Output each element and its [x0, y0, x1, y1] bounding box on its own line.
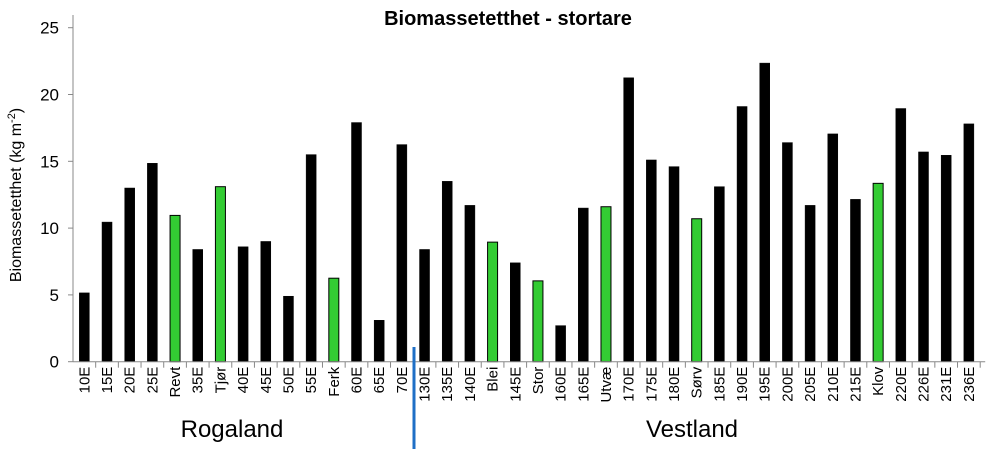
y-axis: 0 5 10 15 20 25: [40, 15, 74, 372]
bar-Ferk: [328, 277, 340, 363]
bar-185E: [714, 186, 725, 362]
bar-170E: [623, 77, 634, 362]
bar-Stor: [532, 280, 544, 363]
bar-180E: [668, 166, 680, 362]
bar-40E: [237, 246, 249, 362]
bar-195E: [759, 62, 770, 362]
x-tick-label: 195E: [757, 367, 774, 402]
y-tick-label: 25: [40, 19, 59, 38]
x-tick-label: 190E: [734, 367, 751, 402]
y-tick-label: 15: [40, 152, 59, 171]
bar-Revt: [169, 214, 181, 363]
x-tick-label: 40E: [235, 367, 252, 394]
bar-50E: [283, 295, 294, 362]
region-label-rogaland: Rogaland: [181, 416, 284, 443]
x-tick-label: 205E: [802, 367, 819, 402]
region-label-vestland: Vestland: [646, 416, 738, 443]
x-tick-label: 130E: [417, 367, 434, 402]
x-tick-label: 15E: [99, 367, 116, 394]
bar-165E: [578, 207, 589, 362]
x-tick-label: 175E: [643, 367, 660, 402]
bar-135E: [441, 181, 453, 362]
x-tick-label: 135E: [439, 367, 456, 402]
bar-220E: [895, 108, 907, 362]
bar-210E: [827, 133, 839, 362]
x-tick-label: 25E: [144, 367, 161, 394]
x-tick-label: 60E: [349, 367, 366, 394]
bar-60E: [351, 122, 362, 362]
y-axis-label-sup: -2: [6, 113, 18, 123]
x-tick-label: 180E: [666, 367, 683, 402]
x-tick-label: 185E: [711, 367, 728, 402]
x-tick-label: 20E: [122, 367, 139, 394]
x-tick-label: Tjør: [212, 367, 229, 394]
y-axis-label: Biomassetetthet (kg m-2): [6, 108, 25, 282]
x-tick-label: 10E: [76, 367, 93, 394]
bar-236E: [963, 123, 975, 362]
x-tick-label: 70E: [394, 367, 411, 394]
x-tick-label: 165E: [575, 367, 592, 402]
x-tick-label: 50E: [280, 367, 297, 394]
bar-231E: [940, 155, 952, 362]
bar-20E: [124, 187, 135, 362]
chart-title: Biomassetetthet - stortare: [384, 8, 632, 30]
bar-Blei: [487, 241, 499, 363]
bar-130E: [419, 249, 430, 362]
x-tick-label: Revt: [167, 366, 184, 398]
x-tick-label: 65E: [371, 367, 388, 394]
bar-10E: [79, 292, 90, 362]
bar-Tjør: [214, 186, 226, 363]
bar-145E: [510, 262, 521, 362]
x-tick-label: 55E: [303, 367, 320, 394]
bars: [79, 62, 975, 363]
x-tick-label: 200E: [779, 367, 796, 402]
bar-70E: [396, 144, 408, 362]
y-tick-label: 0: [50, 353, 59, 372]
x-tick-label: 160E: [553, 367, 570, 402]
x-tick-label: Klov: [870, 366, 887, 396]
x-axis: 10E 15E 20E 25E Revt 35E Tjør 40E 45E 50E 55E Ferk 6…: [73, 361, 986, 403]
x-tick-label: 210E: [825, 367, 842, 402]
bar-200E: [782, 142, 793, 362]
bar-190E: [736, 106, 748, 362]
bar-15E: [101, 221, 113, 362]
bar-160E: [555, 325, 566, 362]
x-tick-label: Sørv: [689, 366, 706, 398]
bar-205E: [804, 205, 816, 362]
bar-175E: [646, 159, 657, 362]
y-axis-label-close: ): [8, 108, 25, 113]
bar-140E: [464, 205, 476, 362]
bar-25E: [147, 163, 158, 362]
y-tick-label: 5: [50, 286, 59, 305]
bar-35E: [192, 249, 203, 362]
x-tick-label: 231E: [938, 367, 955, 402]
x-tick-label: 220E: [893, 367, 910, 402]
x-tick-label: 236E: [961, 367, 978, 402]
x-tick-label: 226E: [916, 367, 933, 402]
bar-Utvæ: [600, 206, 612, 363]
x-tick-label: 35E: [190, 367, 207, 394]
x-tick-label: Ferk: [326, 366, 343, 397]
bar-45E: [260, 241, 272, 362]
bar-Sørv: [691, 218, 703, 363]
x-tick-label: 45E: [258, 367, 275, 394]
x-tick-label: Blei: [485, 367, 502, 392]
x-tick-label: Utvæ: [598, 367, 615, 403]
bar-65E: [373, 320, 385, 362]
bar-226E: [918, 151, 929, 362]
bar-Klov: [872, 182, 884, 363]
y-axis-label-main: Biomassetetthet (kg m: [8, 123, 25, 282]
x-tick-label: 145E: [507, 367, 524, 402]
x-tick-label: 215E: [847, 367, 864, 402]
x-tick-label: Stor: [530, 367, 547, 395]
x-tick-label: 140E: [462, 367, 479, 402]
y-tick-label: 20: [40, 86, 59, 105]
bar-55E: [305, 154, 317, 362]
bar-215E: [850, 199, 861, 362]
y-tick-label: 10: [40, 219, 59, 238]
x-tick-label: 170E: [621, 367, 638, 402]
